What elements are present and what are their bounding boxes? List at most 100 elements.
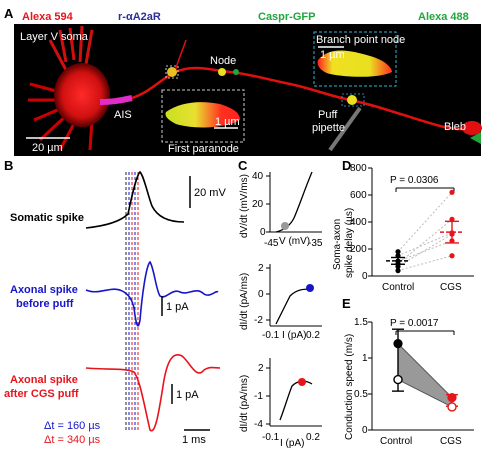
e-filled-point-1 [447, 393, 457, 403]
e-cat-cgs: CGS [440, 436, 462, 447]
c-bot-xtick-min: -0.1 [262, 432, 280, 443]
label-after-line2: after CGS puff [4, 388, 79, 400]
d-pair-line-1 [397, 232, 453, 257]
label-puff-pipette: Puff pipette [312, 109, 345, 134]
legend-caspr: Caspr-GFP [258, 11, 315, 23]
phase-plot-before: 2 0 -2 -0.1 0.2 I (pA) dI/dt (pA/ms) [239, 263, 322, 341]
scalebar-inset-paranode: 1 µm [215, 116, 240, 128]
d-pair-line-3 [397, 218, 453, 265]
c-top-ytick-20: 20 [252, 199, 264, 210]
puff-pipette [328, 106, 362, 152]
d-cgs-point-5 [449, 253, 455, 259]
d-ytick-800: 800 [350, 163, 367, 174]
panel-label-e: E [342, 296, 351, 311]
bleb [462, 121, 482, 135]
d-ylabel: Soma-axon spike delay (µs) [332, 208, 355, 278]
c-bot-xlabel: I (pA) [280, 438, 304, 449]
scalebar-main: 20 µm [32, 142, 63, 154]
c-mid-dot [306, 284, 314, 292]
d-control-point-5 [395, 268, 401, 274]
panel-d-axes: 800 600 400 200 0 Control CGS P = 0.0306… [332, 163, 474, 293]
d-ytick-0: 0 [362, 271, 368, 282]
d-pair-line-2 [397, 240, 453, 262]
d-ytick-600: 600 [350, 190, 367, 201]
d-cat-control: Control [382, 282, 414, 293]
e-ytick-0.5: 0.5 [354, 389, 368, 400]
e-filled-point-0 [393, 339, 403, 349]
c-top-xtick-min: -45 [264, 238, 279, 249]
label-puff-line1: Puff [318, 109, 338, 121]
panel-label-c: C [238, 158, 248, 173]
c-mid-xlabel: I (pA) [282, 330, 306, 341]
c-top-ytick-40: 40 [252, 171, 264, 182]
somatic-trace [85, 170, 185, 229]
c-bot-xtick-max: 0.2 [306, 432, 320, 443]
d-control-point-4 [395, 263, 401, 270]
phase-plot-after: 2 -1 -4 -0.1 0.2 I (pA) dI/dt (pA/ms) [239, 358, 322, 449]
c-mid-ytick-0: 0 [258, 289, 264, 300]
panel-label-a: A [4, 6, 14, 21]
e-ytick-1: 1 [362, 353, 368, 364]
label-before-line1: Axonal spike [10, 284, 78, 296]
soma [28, 25, 110, 151]
label-first-paranode: First paranode [168, 143, 239, 155]
e-open-point-1 [447, 402, 457, 412]
label-node: Node [210, 55, 236, 67]
d-pair-line-5 [397, 255, 453, 272]
e-range-band [397, 342, 453, 408]
scalebar-after-i: 1 pA [176, 389, 199, 401]
axonal-before-trace [85, 260, 219, 327]
c-bot-ytick-2: 2 [258, 363, 264, 374]
d-cgs-point-0 [449, 189, 455, 195]
d-ylabel-line1: Soma-axon [332, 219, 343, 270]
delta-after: Δt = 340 µs [44, 434, 101, 446]
label-axonal-after: Axonal spike after CGS puff [4, 374, 81, 400]
d-pair-line-4 [397, 233, 453, 267]
c-top-xlabel: V (mV) [279, 236, 310, 247]
d-ylabel-line2: spike delay (µs) [344, 208, 355, 278]
c-mid-ytick-m2: -2 [254, 315, 263, 326]
c-bot-dot [298, 378, 306, 386]
phase-plot-voltage: 40 20 0 -45 -35 V (mV) dV/dt (mV/ms) [239, 171, 323, 249]
panel-label-d: D [342, 158, 351, 173]
d-pair-line-0 [397, 191, 453, 253]
panel-d-plot [386, 189, 464, 274]
label-soma: Layer V soma [20, 31, 89, 43]
label-bleb: Bleb [444, 121, 466, 133]
d-cat-cgs: CGS [440, 282, 462, 293]
scalebar-time: 1 ms [182, 434, 206, 446]
c-bot-ytick-m4: -4 [254, 419, 263, 430]
ais [99, 95, 133, 105]
scalebar-somatic-v: 20 mV [194, 187, 226, 199]
c-top-xtick-max: -35 [308, 238, 323, 249]
node-marker [218, 68, 226, 76]
d-control-point-0 [395, 249, 401, 255]
panel-e-plot [392, 328, 458, 412]
label-branch-node: Branch point node [316, 34, 405, 46]
label-puff-line2: pipette [312, 122, 345, 134]
scalebar-before-i: 1 pA [166, 301, 189, 313]
c-top-ytick-0: 0 [260, 227, 266, 238]
label-ais: AIS [114, 109, 132, 121]
legend-alexa594: Alexa 594 [22, 11, 74, 23]
e-cat-control: Control [380, 436, 412, 447]
e-open-point-0 [393, 374, 403, 385]
axonal-after-trace [85, 354, 221, 432]
c-top-threshold-dot [281, 222, 289, 230]
c-mid-ylabel: dI/dt (pA/ms) [239, 273, 250, 330]
c-top-ylabel: dV/dt (mV/ms) [239, 174, 250, 238]
legend-alexa488: Alexa 488 [418, 11, 469, 23]
d-cgs-point-3 [449, 216, 455, 222]
panel-e-axes: 1.5 1 0.5 0 Control CGS P = 0.0017 Condu… [344, 317, 474, 447]
c-bot-ytick-m1: -1 [254, 391, 263, 402]
c-mid-ytick-2: 2 [258, 263, 264, 274]
label-axonal-before: Axonal spike before puff [10, 284, 81, 310]
label-before-line2: before puff [16, 298, 74, 310]
c-mid-xtick-max: 0.2 [306, 330, 320, 341]
delta-before: Δt = 160 µs [44, 420, 101, 432]
d-ytick-200: 200 [350, 244, 367, 255]
e-ytick-0: 0 [362, 425, 368, 436]
panel-label-b: B [4, 158, 13, 173]
d-pvalue: P = 0.0306 [390, 175, 439, 186]
